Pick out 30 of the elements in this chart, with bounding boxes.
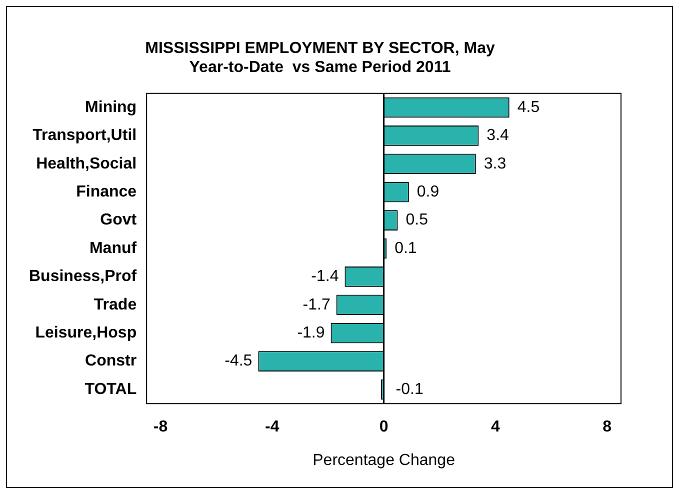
- y-tick-label: Business,Prof: [28, 268, 138, 286]
- x-axis-title: Percentage Change: [312, 452, 456, 469]
- data-label: 3.4: [486, 127, 510, 144]
- chart-subtitle: Year-to-Date vs Same Period 2011: [189, 59, 451, 76]
- y-tick-label: Constr: [85, 352, 137, 370]
- chart-title: MISSISSIPPI EMPLOYMENT BY SECTOR, May: [145, 40, 495, 58]
- y-tick-label: Finance: [76, 184, 137, 201]
- y-tick-label: Leisure,Hosp: [35, 324, 137, 342]
- y-tick-label: Health,Social: [36, 155, 137, 172]
- x-tick-label: 4: [490, 418, 500, 436]
- y-tick-label: Transport,Util: [32, 127, 137, 144]
- data-label: -1.4: [311, 268, 339, 286]
- y-tick-label: Govt: [100, 212, 138, 229]
- data-label: 0.5: [406, 212, 428, 229]
- x-tick-label: 8: [602, 418, 612, 436]
- x-tick-label: 0: [379, 418, 388, 436]
- y-tick-label: Mining: [85, 98, 137, 116]
- data-label: -4.5: [224, 352, 252, 370]
- y-tick-label: Trade: [94, 296, 137, 314]
- data-label: 4.5: [517, 98, 540, 116]
- x-tick-label: -4: [265, 418, 280, 436]
- data-label: -1.7: [302, 296, 330, 314]
- data-label: -1.9: [297, 324, 325, 342]
- x-tick-label: -8: [153, 418, 168, 436]
- data-label: 0.9: [416, 184, 440, 201]
- data-label: 3.3: [484, 155, 506, 172]
- data-label: 0.1: [394, 240, 417, 257]
- y-tick-label: TOTAL: [84, 380, 137, 398]
- data-label: -0.1: [396, 380, 424, 398]
- y-tick-label: Manuf: [89, 240, 138, 257]
